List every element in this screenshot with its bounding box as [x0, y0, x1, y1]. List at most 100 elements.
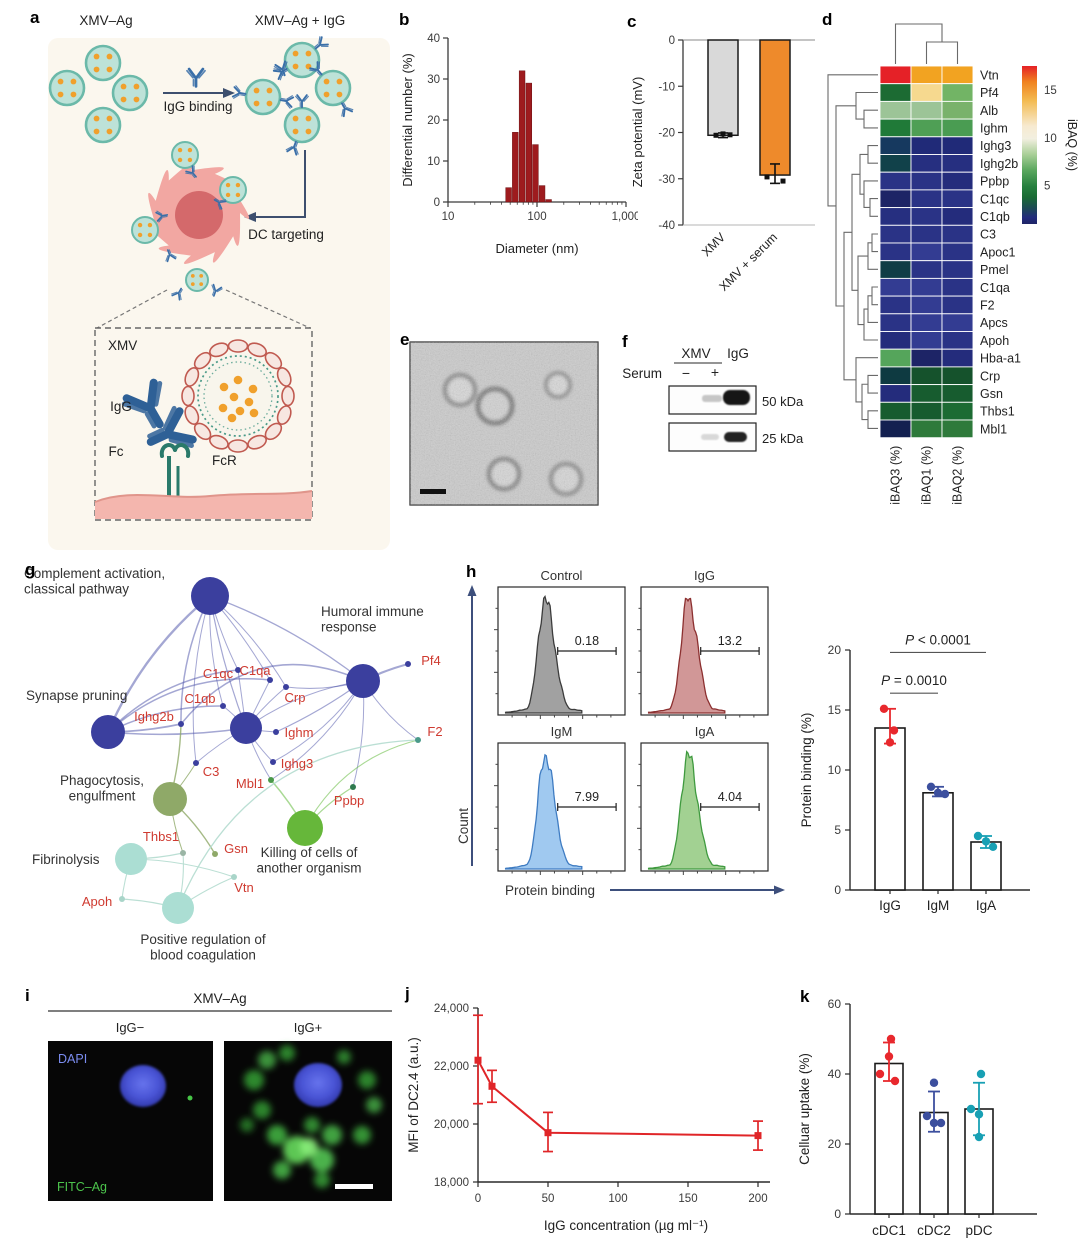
heatmap-cell-Apoc1-1	[910, 242, 943, 262]
cell-membrane	[95, 491, 312, 519]
row-label-C1qb: C1qb	[980, 210, 1010, 224]
row-label-C1qc: C1qc	[980, 192, 1009, 206]
path	[121, 380, 163, 429]
panel-label-f: f	[622, 332, 628, 351]
y-tick-label: -40	[658, 220, 675, 232]
arrowhead	[467, 585, 477, 596]
x-tick-label: 1,000	[612, 211, 638, 223]
antigen-dot	[137, 222, 143, 228]
antigen-dot	[266, 100, 273, 107]
membrane-protein	[193, 351, 212, 370]
gene-node-Apoh	[119, 896, 125, 902]
gene-label-Ppbp: Ppbp	[334, 793, 364, 808]
path	[314, 36, 329, 50]
row-dendrogram	[835, 105, 856, 307]
antigen-dot	[137, 232, 143, 238]
flow-title-Control: Control	[541, 568, 583, 583]
path	[147, 405, 194, 448]
path	[122, 378, 164, 429]
gene-node-Vtn	[231, 874, 237, 880]
path	[185, 165, 197, 178]
tspan: classical pathway	[24, 582, 129, 597]
antigen-dot	[323, 78, 330, 85]
igg-antibody-icon	[273, 60, 288, 77]
gene-label-Mbl1: Mbl1	[236, 776, 264, 791]
tspan: Humoral immune	[321, 604, 424, 619]
heatmap-cell-Hba-a1-1	[910, 348, 943, 368]
igg-antibody-icon	[231, 85, 247, 99]
data-point	[544, 1129, 552, 1137]
heatmap-cell-C1qa-1	[910, 277, 943, 297]
go-term-label-killing: Killing of cells of another organism	[256, 845, 361, 876]
xmv-vesicle	[171, 141, 199, 169]
dc-targeting-arrow	[252, 150, 306, 218]
scale-bar	[420, 489, 446, 494]
membrane-protein	[276, 405, 292, 425]
antigen-dot	[106, 115, 113, 122]
antigen-dot	[190, 282, 195, 287]
xmv-vesicle	[219, 176, 247, 204]
igg-binding-label: IgG binding	[163, 99, 232, 114]
antigen-dot	[233, 375, 243, 385]
gene-node-C1qa	[267, 677, 273, 683]
y-tick-label: 10	[427, 156, 440, 168]
heatmap-cell-Ppbp-1	[910, 171, 943, 191]
data-point	[764, 174, 770, 180]
antigen-dot	[93, 66, 100, 73]
flow-histogram	[647, 597, 726, 714]
tspan: engulfment	[69, 789, 136, 804]
heatmap-cell-Thbs1-2	[941, 401, 974, 421]
bar-cDC1	[874, 1062, 904, 1215]
path	[274, 60, 287, 77]
igg-antibody-icon	[165, 249, 177, 263]
row-label-Ighg2b: Ighg2b	[980, 157, 1018, 171]
heatmap-cell-Ppbp-2	[941, 171, 974, 191]
data-dot-IgM	[933, 788, 943, 797]
igg-antibody-icon	[295, 94, 309, 109]
go-term-label-fibrin: Fibrinolysis	[32, 852, 100, 867]
y-tick-label: 0	[434, 197, 440, 209]
band-label-50kda: 50 kDa	[762, 394, 804, 409]
membrane-protein	[209, 342, 229, 358]
tspan: Phagocytosis,	[60, 773, 144, 788]
arrowhead	[244, 212, 256, 222]
row-label-Ppbp: Ppbp	[980, 175, 1009, 189]
edge-complement-synapse	[106, 595, 211, 733]
heatmap-cell-Ighg2b-0	[879, 154, 912, 173]
edge-complement-humoral	[209, 595, 364, 682]
antigen-dot	[57, 78, 64, 85]
panel-label-j: j	[405, 984, 410, 1003]
gene-label-Ighm: Ighm	[285, 725, 314, 740]
igg-antibody-icon	[146, 405, 197, 448]
row-dendrogram	[867, 145, 878, 164]
vesicle-membrane	[171, 141, 199, 169]
blot-serum-label: Serum	[622, 366, 662, 381]
flow-title-IgM: IgM	[551, 724, 573, 739]
x-tick-label: 10	[442, 211, 455, 223]
antigen-dot	[93, 53, 100, 60]
edge-synapse-C1qc	[107, 669, 239, 733]
y-tick-label: 24,000	[434, 1003, 469, 1015]
igg-antibody-icon	[211, 283, 223, 297]
col-dendrogram	[925, 41, 959, 64]
antigen-dot	[225, 182, 231, 188]
j-x-axis-label: IgG concentration (µg ml⁻¹)	[544, 1218, 708, 1233]
xmv-vesicle	[131, 216, 159, 244]
go-term-node-humoral	[346, 664, 380, 698]
row-dendrogram	[867, 374, 878, 394]
dendrograms	[827, 23, 959, 429]
heatmap-cell-F2-2	[941, 295, 974, 315]
row-label-Apoc1: Apoc1	[980, 245, 1015, 259]
heatmap-cell-C3-1	[910, 224, 943, 244]
heatmap-cell-C1qa-0	[879, 277, 912, 297]
membrane-protein	[247, 434, 267, 450]
heatmap-cell-Pmel-0	[879, 260, 912, 279]
vesicle-membrane	[84, 106, 122, 144]
tspan: = 0.0010	[890, 673, 947, 688]
bar-IgA	[970, 841, 1002, 891]
data-dot-pDC	[974, 1110, 984, 1119]
heatmap-cell-Ighm-2	[941, 118, 974, 138]
antigen-dot	[199, 282, 204, 287]
panel-d-heatmap: iBAQ (%) Vtn Pf4 Alb Ighm Ighg3 Ighg2b Ppbp C1q…	[827, 23, 1079, 505]
antigen-dot	[147, 222, 153, 228]
